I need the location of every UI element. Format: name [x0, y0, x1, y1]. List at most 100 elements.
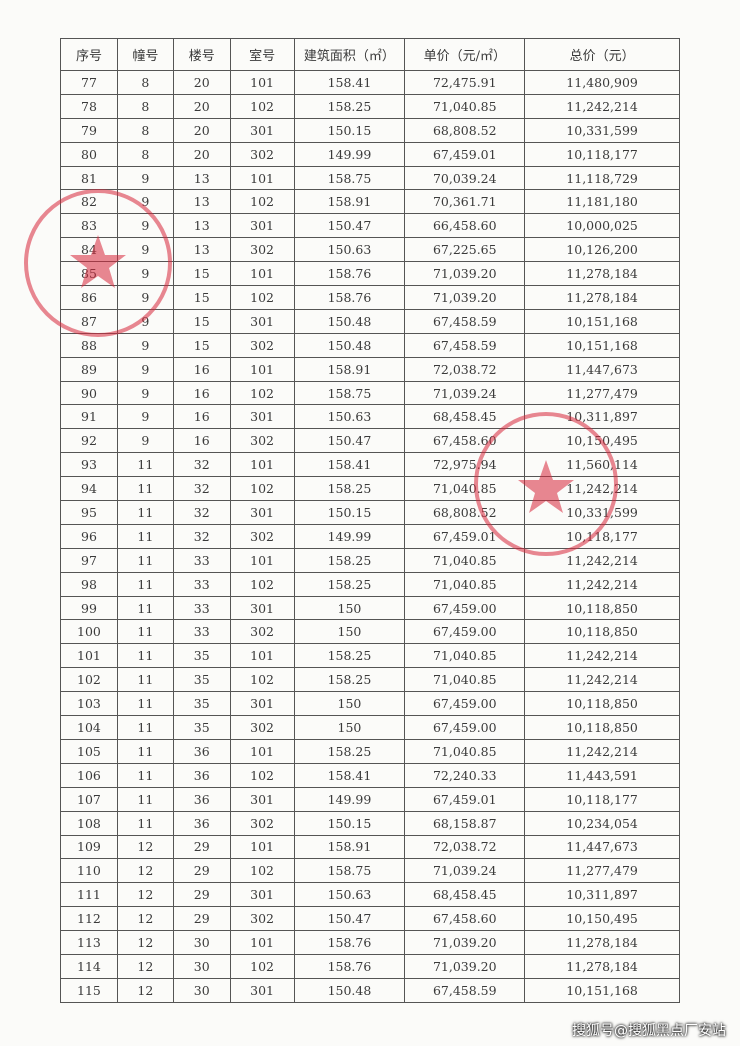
table-cell: 10,150,495	[524, 906, 680, 932]
table-cell: 150.15	[293, 810, 406, 836]
table-cell: 11,277,479	[524, 380, 680, 406]
table-cell: 68,808.52	[404, 500, 526, 525]
table-row: 94 11 32 102 158.25 71,040.85 11,242,214	[60, 476, 680, 502]
table-cell: 103	[60, 691, 118, 717]
table-cell: 149.99	[293, 141, 406, 167]
table-cell: 301	[229, 691, 295, 717]
table-cell: 11,242,214	[524, 547, 680, 573]
table-cell: 158.75	[293, 858, 406, 884]
table-cell: 11,447,673	[524, 834, 680, 860]
table-cell: 102	[229, 285, 295, 310]
table-cell: 101	[229, 165, 295, 191]
table-cell: 11	[116, 500, 174, 525]
table-cell: 102	[229, 380, 295, 406]
table-cell: 102	[229, 571, 295, 597]
table-cell: 9	[116, 356, 174, 382]
table-cell: 150	[293, 595, 406, 621]
table-cell: 16	[172, 404, 231, 430]
table-row: 84 9 13 302 150.63 67,225.65 10,126,200	[60, 237, 680, 263]
table-cell: 158.25	[293, 93, 406, 119]
table-row: 103 11 35 301 150 67,459.00 10,118,850	[60, 691, 680, 717]
table-cell: 72,038.72	[404, 834, 526, 860]
table-cell: 158.25	[293, 571, 406, 597]
table-cell: 150	[293, 715, 406, 740]
table-cell: 10,151,168	[524, 332, 680, 358]
table-cell: 70,361.71	[404, 189, 526, 215]
table-cell: 90	[60, 380, 118, 406]
table-cell: 11,278,184	[524, 930, 680, 955]
table-cell: 101	[60, 643, 118, 669]
table-cell: 301	[229, 213, 295, 239]
table-cell: 149.99	[293, 786, 406, 812]
table-cell: 11,118,729	[524, 165, 680, 191]
table-row: 92 9 16 302 150.47 67,458.60 10,150,495	[60, 428, 680, 454]
table-cell: 72,038.72	[404, 356, 526, 382]
table-row: 110 12 29 102 158.75 71,039.24 11,277,479	[60, 858, 680, 884]
table-cell: 13	[172, 189, 231, 215]
table-cell: 12	[116, 834, 174, 860]
table-cell: 150.48	[293, 977, 406, 1003]
table-row: 95 11 32 301 150.15 68,808.52 10,331,599	[60, 500, 680, 525]
table-cell: 80	[60, 141, 118, 167]
table-cell: 158.25	[293, 667, 406, 693]
table-cell: 11	[116, 571, 174, 597]
table-cell: 68,458.45	[404, 404, 526, 430]
table-cell: 71,040.85	[404, 643, 526, 669]
table-cell: 36	[172, 810, 231, 836]
table-cell: 72,475.91	[404, 70, 526, 95]
table-cell: 302	[229, 619, 295, 645]
watermark: 搜狐号@搜狐黑点厂安站	[572, 1023, 726, 1039]
table-cell: 12	[116, 930, 174, 955]
table-cell: 11,242,214	[524, 738, 680, 764]
table-cell: 10,311,897	[524, 404, 680, 430]
table-cell: 102	[229, 667, 295, 693]
table-cell: 158.76	[293, 261, 406, 287]
table-cell: 32	[172, 452, 231, 478]
table-row: 112 12 29 302 150.47 67,458.60 10,150,495	[60, 906, 680, 932]
table-row: 115 12 30 301 150.48 67,458.59 10,151,168	[60, 977, 680, 1003]
table-cell: 35	[172, 667, 231, 693]
table-cell: 81	[60, 165, 118, 191]
table-body: 77 8 20 101 158.41 72,475.91 11,480,909 78 8 20 10…	[60, 70, 680, 1003]
table-cell: 15	[172, 308, 231, 334]
table-cell: 71,040.85	[404, 547, 526, 573]
table-row: 111 12 29 301 150.63 68,458.45 10,311,897	[60, 882, 680, 908]
table-cell: 302	[229, 523, 295, 549]
table-cell: 32	[172, 523, 231, 549]
table-cell: 10,331,599	[524, 500, 680, 525]
table-cell: 83	[60, 213, 118, 239]
table-cell: 71,040.85	[404, 476, 526, 502]
table-cell: 36	[172, 738, 231, 764]
table-cell: 102	[229, 953, 295, 979]
table-cell: 158.41	[293, 452, 406, 478]
table-cell: 11	[116, 452, 174, 478]
table-cell: 10,234,054	[524, 810, 680, 836]
table-cell: 150.47	[293, 428, 406, 454]
table-cell: 71,040.85	[404, 667, 526, 693]
table-cell: 32	[172, 476, 231, 502]
table-row: 107 11 36 301 149.99 67,459.01 10,118,177	[60, 786, 680, 812]
table-cell: 87	[60, 308, 118, 334]
table-cell: 33	[172, 547, 231, 573]
table-cell: 115	[60, 977, 118, 1003]
table-cell: 108	[60, 810, 118, 836]
table-cell: 8	[116, 117, 174, 143]
table-cell: 102	[229, 762, 295, 788]
table-row: 77 8 20 101 158.41 72,475.91 11,480,909	[60, 70, 680, 95]
table-cell: 68,158.87	[404, 810, 526, 836]
table-cell: 20	[172, 93, 231, 119]
table-cell: 91	[60, 404, 118, 430]
table-row: 100 11 33 302 150 67,459.00 10,118,850	[60, 619, 680, 645]
table-cell: 101	[229, 70, 295, 95]
table-cell: 72,240.33	[404, 762, 526, 788]
table-cell: 30	[172, 953, 231, 979]
table-cell: 149.99	[293, 523, 406, 549]
table-cell: 16	[172, 428, 231, 454]
table-cell: 11,480,909	[524, 70, 680, 95]
table-cell: 15	[172, 285, 231, 310]
table-cell: 158.75	[293, 165, 406, 191]
table-cell: 11,277,479	[524, 858, 680, 884]
table-cell: 66,458.60	[404, 213, 526, 239]
table-cell: 92	[60, 428, 118, 454]
table-cell: 158.76	[293, 285, 406, 310]
